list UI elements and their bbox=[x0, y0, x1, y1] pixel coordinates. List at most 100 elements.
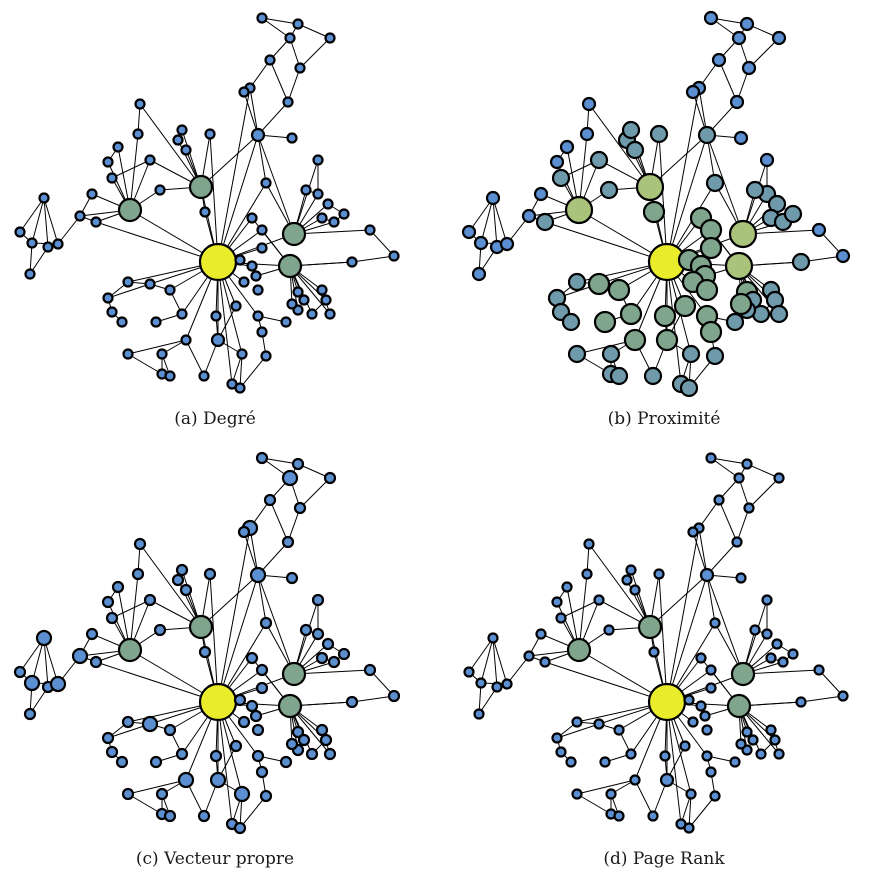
hub-node bbox=[647, 682, 687, 722]
node bbox=[491, 681, 503, 693]
edge bbox=[480, 637, 494, 684]
node bbox=[583, 538, 595, 550]
node bbox=[811, 222, 827, 238]
edge bbox=[718, 59, 738, 103]
node bbox=[38, 192, 50, 204]
node bbox=[86, 188, 98, 200]
node bbox=[475, 677, 487, 689]
edge bbox=[57, 215, 81, 245]
edge bbox=[217, 134, 259, 263]
node bbox=[319, 733, 333, 747]
node bbox=[106, 172, 118, 184]
node bbox=[177, 771, 195, 789]
node bbox=[603, 624, 615, 636]
node bbox=[316, 212, 328, 224]
edge bbox=[95, 661, 219, 703]
node bbox=[773, 472, 785, 484]
panel-eigenvector: (c) Vecteur propre bbox=[0, 440, 430, 880]
node bbox=[724, 251, 754, 281]
node bbox=[741, 60, 757, 76]
node bbox=[346, 256, 358, 268]
edge bbox=[217, 87, 251, 263]
node bbox=[105, 611, 119, 625]
node bbox=[579, 126, 595, 142]
node bbox=[105, 745, 119, 759]
edge bbox=[261, 17, 291, 39]
node bbox=[387, 689, 401, 703]
node bbox=[23, 674, 41, 692]
network-graph bbox=[461, 10, 851, 398]
node bbox=[625, 140, 645, 160]
node bbox=[735, 738, 747, 750]
node bbox=[487, 632, 499, 644]
edge bbox=[243, 91, 259, 136]
edge bbox=[111, 159, 151, 179]
edge bbox=[297, 23, 331, 39]
network-graph bbox=[463, 452, 849, 834]
node bbox=[679, 740, 691, 752]
node bbox=[653, 568, 665, 580]
node bbox=[695, 700, 707, 712]
edge bbox=[111, 599, 151, 619]
edge bbox=[257, 574, 295, 675]
edge bbox=[107, 283, 151, 299]
edge bbox=[139, 543, 202, 628]
node bbox=[121, 715, 135, 729]
edge bbox=[209, 573, 219, 703]
node bbox=[705, 173, 725, 193]
edge bbox=[351, 695, 395, 703]
node bbox=[144, 278, 156, 290]
node bbox=[683, 822, 695, 834]
node bbox=[101, 731, 115, 745]
node bbox=[659, 750, 671, 762]
edge bbox=[299, 477, 331, 509]
node bbox=[300, 184, 312, 196]
node bbox=[134, 98, 146, 110]
caption: (d) Page Rank bbox=[603, 849, 725, 869]
node bbox=[292, 286, 304, 298]
node bbox=[559, 139, 575, 155]
node bbox=[277, 253, 303, 279]
node bbox=[773, 748, 785, 760]
node bbox=[685, 788, 697, 800]
edge bbox=[698, 499, 720, 529]
node bbox=[233, 693, 247, 707]
node bbox=[210, 332, 226, 348]
node bbox=[252, 284, 264, 296]
node bbox=[255, 765, 269, 779]
node bbox=[281, 469, 299, 487]
node bbox=[324, 32, 336, 44]
edge bbox=[31, 197, 45, 244]
edge bbox=[544, 221, 668, 263]
node bbox=[589, 150, 609, 170]
node bbox=[703, 10, 719, 26]
node bbox=[655, 328, 679, 352]
edge bbox=[692, 531, 708, 576]
node bbox=[835, 248, 851, 264]
node bbox=[156, 348, 168, 360]
node bbox=[106, 306, 118, 318]
edge bbox=[666, 527, 700, 703]
node bbox=[85, 627, 99, 641]
node bbox=[699, 710, 711, 722]
node bbox=[149, 755, 163, 769]
node bbox=[761, 628, 773, 640]
edge bbox=[257, 574, 267, 624]
node bbox=[230, 300, 242, 312]
node bbox=[535, 628, 547, 640]
node bbox=[683, 694, 695, 706]
node bbox=[246, 260, 258, 272]
node bbox=[188, 174, 214, 200]
edge bbox=[269, 499, 289, 543]
node bbox=[176, 124, 188, 136]
node bbox=[709, 790, 721, 802]
node bbox=[745, 180, 765, 200]
edge bbox=[588, 543, 651, 628]
node bbox=[327, 655, 341, 669]
node bbox=[101, 595, 115, 609]
node bbox=[71, 647, 89, 665]
node bbox=[599, 756, 611, 768]
node bbox=[555, 612, 567, 624]
edge bbox=[588, 103, 651, 188]
node bbox=[587, 272, 611, 296]
